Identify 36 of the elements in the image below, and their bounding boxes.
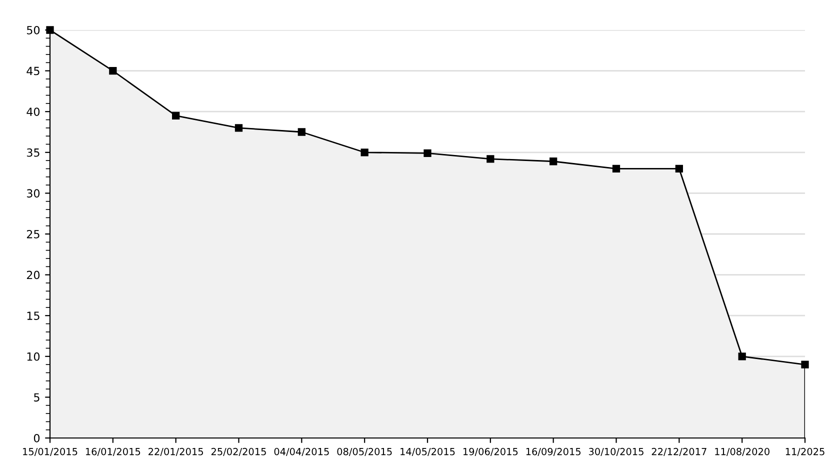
y-tick-label: 15 [27,312,40,320]
x-tick-label: 04/04/2015 [274,448,329,456]
point [172,112,180,120]
point [550,158,558,166]
x-tick-label: 25/02/2015 [211,448,266,456]
y-tick-label: 0 [34,434,40,442]
point [738,352,746,360]
point [612,164,620,173]
point [234,124,243,132]
point [675,164,683,173]
x-tick-label: 08/05/2015 [337,448,392,456]
x-tick-label: 19/06/2015 [463,448,518,456]
y-tick-label: 5 [34,393,40,402]
y-tick-label: 45 [26,66,40,76]
x-tick-label: 22/12/2017 [652,448,706,456]
y-tick-label: 30 [26,189,40,198]
y-tick-label: 10 [27,352,40,361]
point [109,66,117,75]
x-tick-label: 15/01/2015 [23,448,78,456]
point [486,155,494,163]
x-tick-label: 16/01/2015 [86,448,140,456]
x-tick-label: 22/01/2015 [148,448,203,456]
y-tick-label: 20 [26,270,40,280]
x-tick-label: 16/09/2015 [526,448,580,456]
point [424,149,432,158]
x-tick-label: 11/08/2020 [715,448,770,456]
point [360,148,368,156]
x-tick-label: 14/05/2015 [400,448,455,456]
point [801,360,809,368]
x-tick-label: 30/10/2015 [588,448,644,456]
y-tick-label: 35 [26,148,40,157]
y-tick-label: 25 [26,230,40,238]
point [298,128,306,136]
x-tick-label: 11/2025 [786,448,824,456]
y-tick-label: 50 [26,26,40,34]
y-tick-label: 40 [26,108,40,116]
